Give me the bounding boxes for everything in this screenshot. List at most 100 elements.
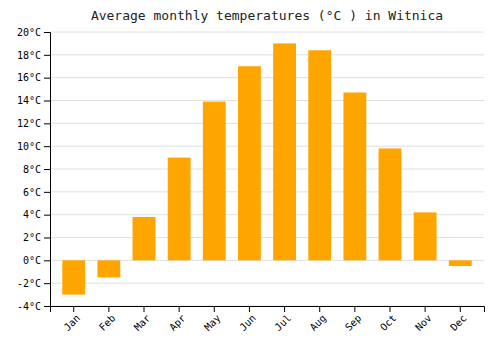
tick: Jun — [237, 306, 258, 333]
tick: Nov — [413, 306, 434, 333]
y-axis: -4°C -2°C 0°C 2°C 4°C 6°C 8°C 10°C 12°C 14°C 16°C 1… — [17, 27, 51, 312]
tick-label: Apr — [167, 312, 188, 333]
bar — [273, 43, 296, 260]
tick: May — [202, 306, 223, 333]
grid-line — [50, 100, 484, 101]
tick-mark — [284, 306, 285, 312]
tick-label: 2°C — [23, 232, 41, 243]
tick: -2°C — [17, 278, 50, 289]
grid-line — [50, 191, 484, 192]
tick: Feb — [97, 306, 118, 333]
tick-mark — [44, 101, 50, 102]
tick-mark — [460, 306, 461, 312]
tick-label: Sep — [343, 312, 364, 333]
tick: 14°C — [17, 95, 50, 106]
tick-mark — [108, 306, 109, 312]
tick-mark — [425, 306, 426, 312]
bars — [62, 43, 471, 294]
tick-label: May — [202, 312, 223, 333]
tick-mark — [44, 78, 50, 79]
tick-mark — [44, 123, 50, 124]
tick-mark — [144, 306, 145, 312]
bar — [449, 260, 472, 266]
tick-mark — [44, 283, 50, 284]
tick: Jan — [62, 306, 83, 333]
tick-mark — [319, 306, 320, 312]
bar — [168, 158, 191, 261]
tick-label: 16°C — [17, 72, 41, 83]
tick-mark — [44, 215, 50, 216]
bar — [238, 66, 261, 260]
tick-label: 12°C — [17, 118, 41, 129]
tick-mark — [249, 306, 250, 312]
tick-label: 6°C — [23, 187, 41, 198]
grid-line — [50, 169, 484, 170]
tick-mark — [73, 306, 74, 312]
tick-label: Jan — [62, 312, 83, 333]
tick-label: Jul — [273, 312, 294, 333]
tick-label: 0°C — [23, 255, 41, 266]
tick-mark — [44, 306, 50, 307]
bar — [133, 217, 156, 260]
grid-line — [50, 32, 484, 33]
plot: -4°C -2°C 0°C 2°C 4°C 6°C 8°C 10°C 12°C 14°C 16°C 1… — [17, 27, 485, 333]
tick: Oct — [378, 306, 399, 333]
tick-mark — [44, 32, 50, 33]
bar — [414, 212, 437, 260]
tick-label: Aug — [308, 312, 329, 333]
bar — [62, 260, 85, 294]
bar — [343, 93, 366, 261]
tick: Jul — [273, 306, 294, 333]
bar — [203, 102, 226, 261]
tick: 18°C — [17, 50, 50, 61]
tick: Aug — [308, 306, 329, 333]
tick: Apr — [167, 306, 188, 333]
grid-line — [50, 146, 484, 147]
tick-label: Jun — [237, 312, 258, 333]
tick: 16°C — [17, 72, 50, 83]
tick: 2°C — [23, 232, 50, 243]
tick-label: Feb — [97, 312, 118, 333]
tick-mark — [44, 238, 50, 239]
tick: 8°C — [23, 164, 50, 175]
tick-label: 10°C — [17, 141, 41, 152]
tick-mark — [44, 260, 50, 261]
tick: 0°C — [23, 255, 50, 266]
tick: Dec — [448, 306, 469, 333]
tick-label: Dec — [448, 312, 469, 333]
title: Average monthly temperatures (°C ) in Wi… — [91, 8, 443, 23]
tick-label: -2°C — [17, 278, 41, 289]
tick: Mar — [132, 306, 153, 333]
tick: 20°C — [17, 27, 50, 38]
grid-line — [50, 283, 484, 284]
axis-line — [51, 307, 485, 313]
grid — [50, 32, 484, 306]
tick: 12°C — [17, 118, 50, 129]
tick-label: 8°C — [23, 164, 41, 175]
tick-label: 18°C — [17, 50, 41, 61]
tick: -4°C — [17, 301, 50, 312]
tick-mark — [389, 306, 390, 312]
tick-mark — [44, 192, 50, 193]
tick: 6°C — [23, 187, 50, 198]
tick: 4°C — [23, 209, 50, 220]
x-axis: Jan Feb Mar Apr May Jun Jul Aug Sep Oct Nov Dec — [51, 306, 485, 333]
axis-line — [44, 33, 51, 307]
tick: Sep — [343, 306, 364, 333]
tick-mark — [44, 169, 50, 170]
tick-mark — [214, 306, 215, 312]
tick-mark — [44, 55, 50, 56]
tick-label: 14°C — [17, 95, 41, 106]
chart: -4°C -2°C 0°C 2°C 4°C 6°C 8°C 10°C 12°C 14°C 16°C 1… — [0, 0, 500, 350]
tick-label: 4°C — [23, 209, 41, 220]
tick-label: Nov — [413, 312, 434, 333]
grid-line — [50, 77, 484, 78]
grid-line — [50, 54, 484, 55]
tick-label: 20°C — [17, 27, 41, 38]
tick-label: -4°C — [17, 301, 41, 312]
tick: 10°C — [17, 141, 50, 152]
grid-line — [50, 123, 484, 124]
tick-mark — [179, 306, 180, 312]
bar — [97, 260, 120, 277]
tick-label: Mar — [132, 312, 153, 333]
